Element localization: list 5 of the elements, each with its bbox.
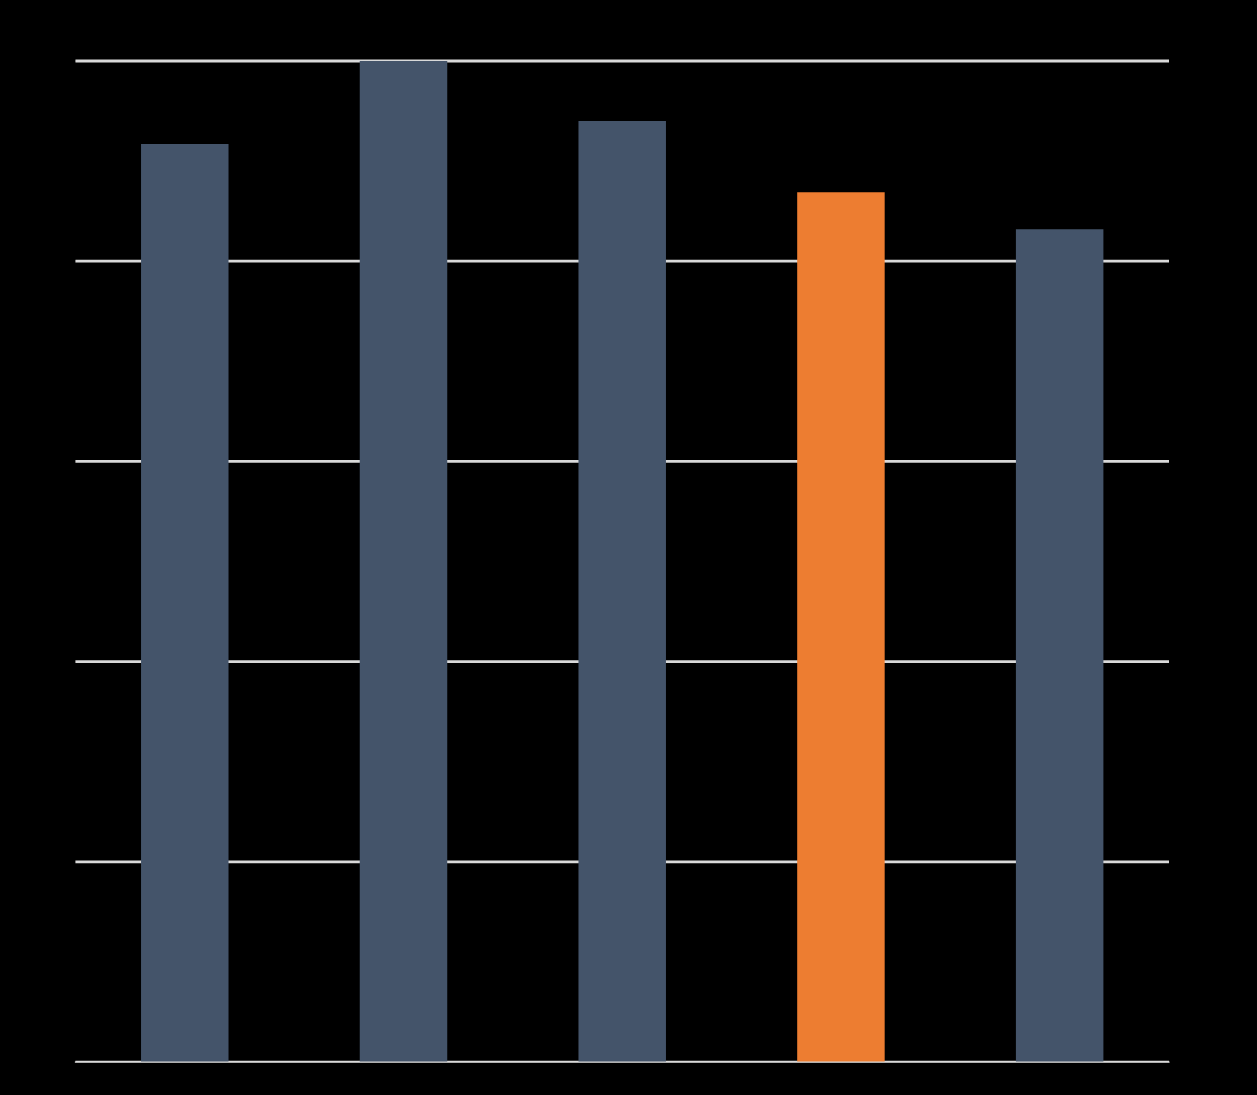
bar xyxy=(578,121,666,1063)
bar xyxy=(359,61,448,1063)
bar xyxy=(141,144,229,1063)
bar xyxy=(797,192,885,1063)
bar xyxy=(1015,229,1104,1063)
